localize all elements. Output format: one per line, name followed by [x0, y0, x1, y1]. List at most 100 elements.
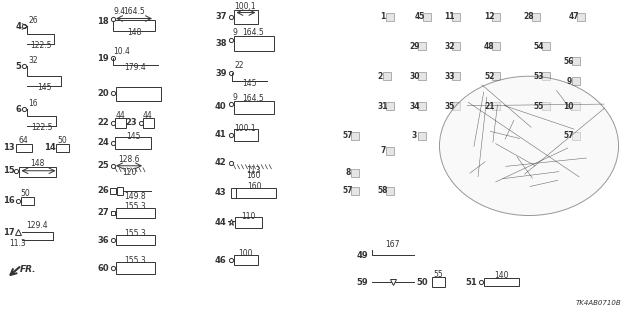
- Text: 6: 6: [16, 105, 22, 114]
- Bar: [492, 12, 500, 20]
- Text: 22: 22: [234, 61, 244, 70]
- Text: 64: 64: [19, 136, 28, 145]
- Text: 110: 110: [241, 212, 255, 220]
- Bar: [383, 72, 390, 80]
- Text: 148: 148: [30, 159, 45, 168]
- Text: 28: 28: [524, 12, 534, 21]
- Bar: [572, 77, 580, 85]
- Text: 10: 10: [564, 101, 574, 111]
- Text: 113: 113: [246, 166, 260, 175]
- Bar: [19, 167, 56, 177]
- Text: 10.4: 10.4: [113, 47, 130, 56]
- Text: 145: 145: [126, 132, 140, 141]
- Bar: [116, 262, 155, 274]
- Text: 42: 42: [215, 158, 227, 167]
- Text: 44: 44: [215, 218, 227, 227]
- Bar: [20, 196, 33, 204]
- Bar: [351, 169, 359, 177]
- Text: 50: 50: [416, 278, 428, 287]
- Bar: [577, 12, 585, 20]
- Text: 49: 49: [356, 251, 368, 260]
- Text: 155.3: 155.3: [124, 229, 146, 238]
- Bar: [230, 188, 237, 198]
- Bar: [116, 87, 161, 101]
- Text: 58: 58: [378, 186, 388, 195]
- Text: 11.3: 11.3: [9, 239, 26, 248]
- Text: 164.5: 164.5: [123, 6, 145, 16]
- Bar: [572, 132, 580, 140]
- Bar: [116, 236, 155, 245]
- Text: 32: 32: [29, 56, 38, 65]
- Bar: [492, 43, 500, 50]
- Text: 55: 55: [534, 101, 544, 111]
- Text: FR.: FR.: [20, 265, 36, 274]
- Bar: [417, 102, 426, 110]
- Text: 179.4: 179.4: [124, 63, 146, 72]
- Text: 57: 57: [342, 132, 353, 140]
- Bar: [386, 102, 394, 110]
- Text: 5: 5: [16, 62, 22, 71]
- Text: 38: 38: [215, 39, 227, 48]
- Text: 46: 46: [215, 256, 227, 265]
- Text: 9: 9: [566, 77, 572, 86]
- Text: 155.3: 155.3: [124, 256, 146, 265]
- Text: 120: 120: [122, 168, 136, 177]
- Text: 2: 2: [377, 72, 382, 81]
- Text: 7: 7: [380, 146, 385, 155]
- Bar: [351, 187, 359, 195]
- Text: 14: 14: [44, 143, 56, 152]
- Text: 43: 43: [215, 188, 227, 197]
- Text: 30: 30: [410, 72, 420, 81]
- Text: 140: 140: [494, 271, 508, 280]
- Bar: [56, 144, 69, 152]
- Bar: [452, 102, 460, 110]
- Bar: [452, 43, 460, 50]
- Text: 8: 8: [345, 168, 351, 177]
- Text: 100.1: 100.1: [235, 124, 256, 133]
- Text: 24: 24: [97, 138, 109, 148]
- Bar: [572, 102, 580, 110]
- Text: 52: 52: [484, 72, 495, 81]
- Text: 25: 25: [97, 161, 109, 170]
- Bar: [492, 72, 500, 80]
- Text: 31: 31: [378, 101, 388, 111]
- Text: 164.5: 164.5: [243, 28, 264, 37]
- Bar: [532, 12, 540, 20]
- Text: 44: 44: [143, 111, 153, 120]
- Bar: [113, 20, 155, 31]
- Ellipse shape: [440, 76, 619, 216]
- Bar: [542, 72, 550, 80]
- Text: 53: 53: [534, 72, 544, 81]
- Text: 40: 40: [215, 101, 227, 111]
- Text: 37: 37: [215, 12, 227, 21]
- Text: 60: 60: [97, 264, 109, 273]
- Text: 33: 33: [444, 72, 454, 81]
- Text: 145: 145: [242, 79, 257, 88]
- Bar: [234, 36, 275, 51]
- Text: 29: 29: [410, 42, 420, 51]
- Bar: [234, 10, 259, 25]
- Text: 41: 41: [215, 131, 227, 140]
- Bar: [422, 12, 431, 20]
- Bar: [542, 43, 550, 50]
- Text: 122.5: 122.5: [31, 123, 52, 132]
- Bar: [452, 72, 460, 80]
- Bar: [234, 217, 262, 228]
- Text: 32: 32: [444, 42, 454, 51]
- Bar: [116, 208, 155, 218]
- Bar: [115, 137, 151, 149]
- Text: 145: 145: [36, 83, 51, 92]
- Text: 48: 48: [484, 42, 495, 51]
- Bar: [542, 102, 550, 110]
- Text: 20: 20: [97, 89, 109, 98]
- Text: 164.5: 164.5: [243, 94, 264, 103]
- Bar: [351, 132, 359, 140]
- Bar: [115, 118, 126, 128]
- Bar: [117, 187, 123, 195]
- Bar: [386, 12, 394, 20]
- Text: 155.3: 155.3: [124, 202, 146, 211]
- Bar: [386, 147, 394, 155]
- Text: 50: 50: [58, 136, 67, 145]
- Text: 51: 51: [465, 278, 477, 287]
- Bar: [15, 144, 31, 152]
